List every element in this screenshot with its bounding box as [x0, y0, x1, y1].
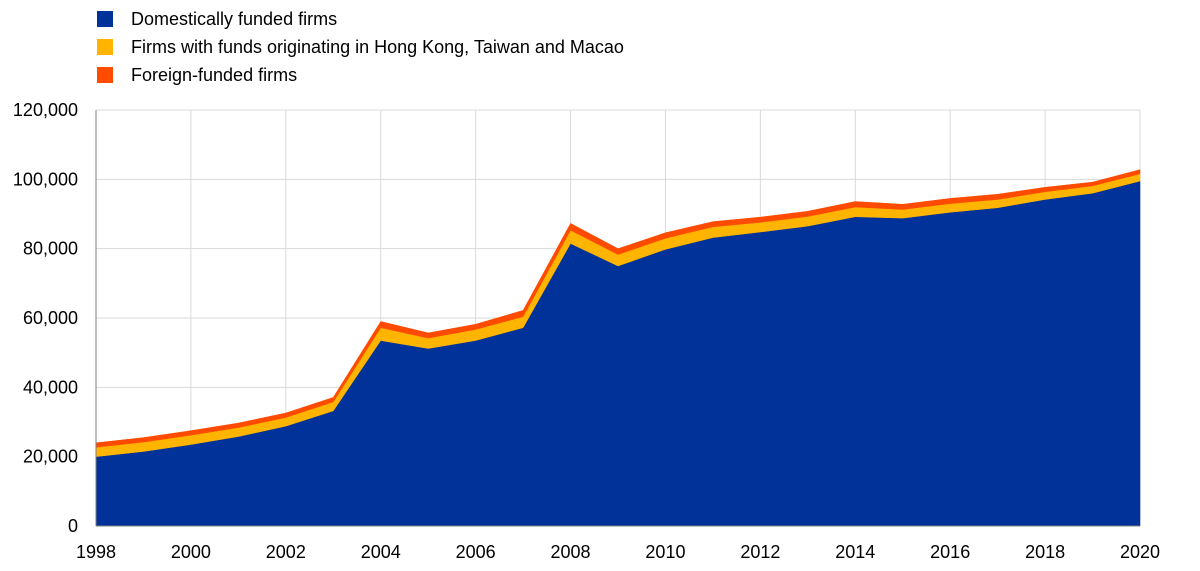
x-axis-tick-labels: 1998 2000 2002 2004 2006 2008 2010 2012 2014 2016… — [76, 542, 1160, 562]
legend-item: Foreign-funded firms — [97, 65, 297, 85]
legend: Domestically funded firms Firms with fund… — [97, 9, 624, 85]
legend-label: Firms with funds originating in Hong Kon… — [131, 37, 624, 57]
x-tick-label: 2012 — [740, 542, 780, 562]
y-tick-label: 40,000 — [23, 377, 78, 397]
y-axis-tick-labels: 0 20,000 40,000 60,000 80,000 100,000 120,000 — [13, 100, 78, 536]
x-tick-label: 2008 — [551, 542, 591, 562]
x-tick-label: 2006 — [456, 542, 496, 562]
legend-item: Firms with funds originating in Hong Kon… — [97, 37, 624, 57]
y-tick-label: 80,000 — [23, 239, 78, 259]
y-tick-label: 0 — [68, 516, 78, 536]
plot-areas — [95, 169, 1141, 527]
y-tick-label: 100,000 — [13, 169, 78, 189]
y-tick-label: 20,000 — [23, 447, 78, 467]
area-series — [95, 180, 1141, 527]
legend-item: Domestically funded firms — [97, 9, 337, 29]
legend-swatch — [97, 67, 113, 83]
legend-swatch — [97, 39, 113, 55]
y-tick-label: 120,000 — [13, 100, 78, 120]
area-series — [95, 169, 1141, 448]
x-tick-label: 2000 — [171, 542, 211, 562]
x-tick-label: 2016 — [930, 542, 970, 562]
x-tick-label: 2020 — [1120, 542, 1160, 562]
x-tick-label: 2014 — [835, 542, 875, 562]
legend-label: Foreign-funded firms — [131, 65, 297, 85]
legend-label: Domestically funded firms — [131, 9, 337, 29]
x-tick-label: 1998 — [76, 542, 116, 562]
legend-swatch — [97, 11, 113, 27]
x-tick-label: 2004 — [361, 542, 401, 562]
y-tick-label: 60,000 — [23, 308, 78, 328]
x-tick-label: 2010 — [645, 542, 685, 562]
x-tick-label: 2002 — [266, 542, 306, 562]
x-tick-label: 2018 — [1025, 542, 1065, 562]
axes — [95, 110, 1140, 527]
